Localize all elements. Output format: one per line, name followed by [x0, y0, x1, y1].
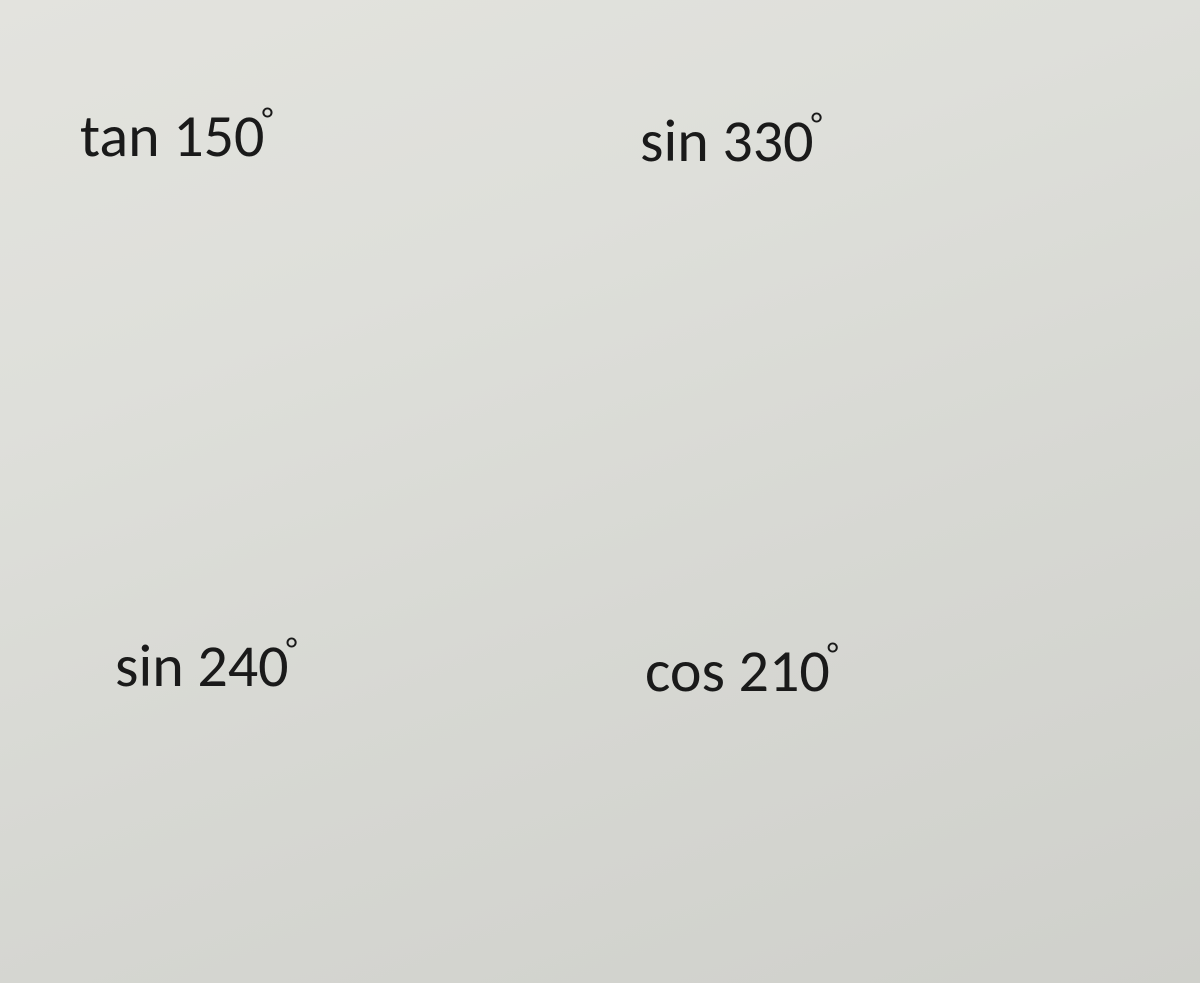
func-label: tan — [80, 100, 173, 173]
degree-symbol: ° — [811, 104, 822, 144]
angle-value: 330 — [722, 105, 813, 178]
degree-symbol: ° — [827, 634, 838, 674]
func-label: sin — [640, 105, 722, 178]
func-label: cos — [645, 635, 739, 708]
angle-value: 150 — [173, 100, 264, 173]
angle-value: 240 — [197, 630, 288, 703]
degree-symbol: ° — [262, 99, 273, 139]
degree-symbol: ° — [286, 629, 297, 669]
angle-value: 210 — [739, 635, 830, 708]
expression-bottom-left: sin 240° — [115, 630, 300, 703]
expression-bottom-right: cos 210° — [645, 635, 841, 708]
expression-top-left: tan 150° — [80, 100, 276, 173]
func-label: sin — [115, 630, 197, 703]
expression-top-right: sin 330° — [640, 105, 825, 178]
